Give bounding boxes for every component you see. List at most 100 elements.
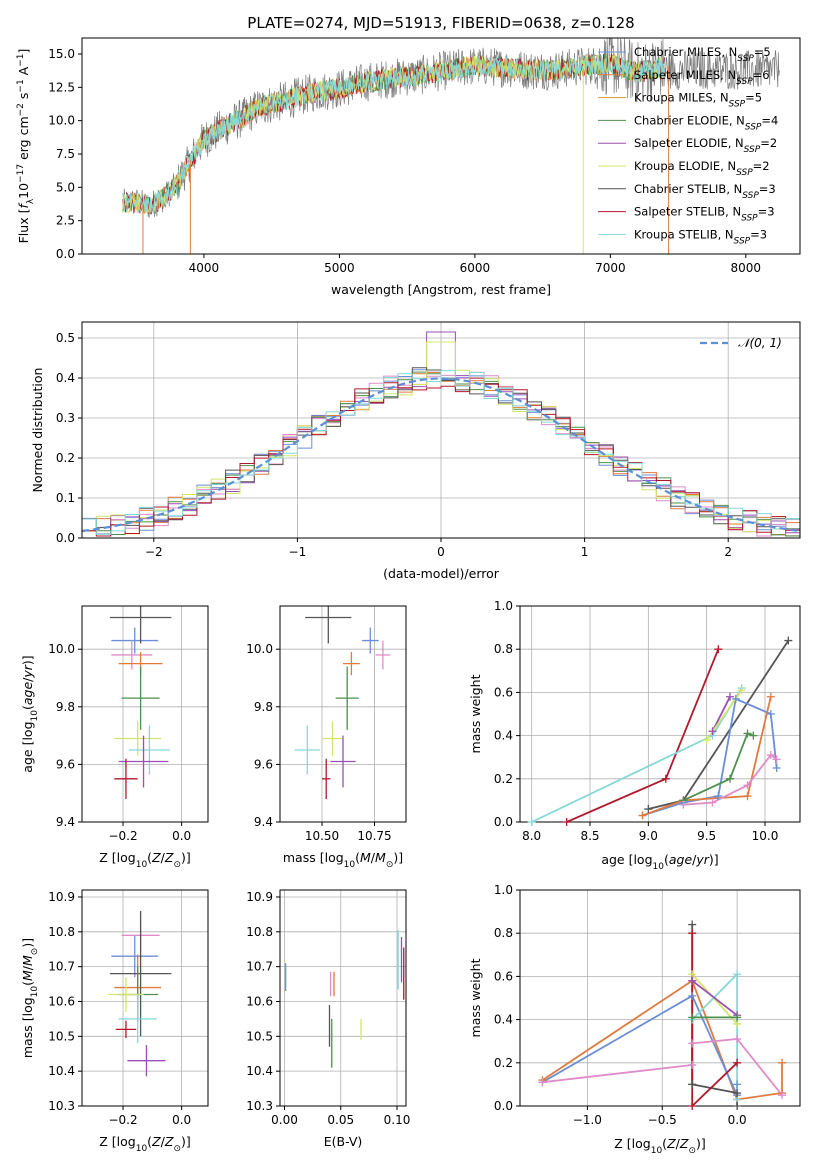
weight-marker: [772, 755, 781, 764]
weight-marker: [733, 1080, 742, 1089]
y-tick-label: 12.5: [48, 80, 75, 94]
y-tick-label: 9.8: [254, 700, 273, 714]
weight-marker: [743, 792, 752, 801]
y-axis-label: Flux [fλ10−17 erg cm−2 s−1 A−1]: [16, 49, 36, 244]
x-tick-label: −2: [145, 545, 163, 559]
x-tick-label: 10.0: [752, 829, 779, 843]
x-tick-label: 0.05: [327, 1113, 354, 1127]
x-axis-label: Z [log10(Z/Z⊙)]: [99, 1134, 191, 1154]
x-tick-label: 7000: [595, 261, 626, 275]
axes-residuals: −2 −1 0 1 2 0.0 0.1 0.2 0.3 0.4 0.5 (data-model)/er…: [30, 321, 801, 581]
y-axis-label: age [log10(age/yr)]: [20, 655, 40, 772]
weight-line: [691, 933, 738, 1106]
y-tick-label: 10.9: [246, 890, 273, 904]
axes-frame: [81, 37, 801, 255]
weight-marker: [733, 970, 742, 979]
y-tick-label: 0.0: [56, 247, 75, 261]
weight-marker: [726, 692, 734, 701]
weight-marker: [733, 1013, 742, 1022]
y-axis-label: mass [log10(M/M⊙)]: [20, 938, 40, 1058]
y-tick-label: 10.5: [48, 1029, 75, 1043]
y-tick-label: 10.6: [246, 994, 273, 1008]
y-tick-label: 0.4: [56, 371, 75, 385]
y-tick-label: 9.4: [56, 815, 75, 829]
weight-marker: [731, 694, 740, 703]
y-tick-label: 0.6: [494, 685, 513, 699]
y-tick-label: 10.0: [48, 642, 75, 656]
weight-marker: [743, 729, 752, 738]
weight-marker: [714, 792, 723, 801]
x-axis-label: Z [log10(Z/Z⊙)]: [614, 1136, 706, 1156]
x-tick-label: 9.0: [639, 829, 658, 843]
y-tick-label: 0.2: [56, 451, 75, 465]
x-axis-label: age [log10(age/yr)]: [601, 852, 718, 872]
y-tick-label: 0.4: [494, 729, 513, 743]
weight-line: [682, 732, 754, 802]
x-tick-label: 1: [581, 545, 589, 559]
weight-marker: [743, 781, 752, 790]
weight-marker: [702, 735, 711, 744]
x-tick-label: −0.5: [648, 1113, 677, 1127]
y-tick-label: 10.9: [48, 890, 75, 904]
weight-marker: [562, 818, 571, 826]
axes-frame: [519, 605, 801, 823]
axes-age_vs_Z: −0.2 0.0 9.4 9.6 9.8 10.0 Z [log10(Z/Z⊙)] age […: [20, 605, 209, 870]
model-spectrum: [122, 54, 665, 214]
y-axis-label: Normed distribution: [30, 368, 45, 493]
weight-marker: [772, 764, 781, 772]
residual-histogram: [82, 370, 800, 535]
y-tick-label: 2.5: [56, 214, 75, 228]
weight-marker: [688, 929, 697, 938]
axes-mass_vs_ebv: 0.00 0.05 0.10 10.3 10.4 10.5 10.6 10.7 10.8 10.9…: [246, 889, 410, 1149]
weight-line: [642, 697, 778, 817]
weight-marker: [733, 1058, 742, 1067]
x-tick-label: 0: [437, 545, 445, 559]
plot-area-mass_vs_Z: [108, 910, 172, 1077]
y-tick-label: 10.4: [246, 1064, 273, 1078]
y-tick-label: 15.0: [48, 47, 75, 61]
y-tick-label: 10.6: [48, 994, 75, 1008]
weight-marker: [737, 686, 746, 695]
y-tick-label: 0.2: [494, 1056, 513, 1070]
legend-entry: Chabrier STELIB, NSSP=3: [634, 182, 776, 201]
weight-marker: [688, 1102, 697, 1110]
weight-marker: [679, 800, 688, 809]
legend-entry: Kroupa MILES, NSSP=5: [634, 91, 762, 110]
plot-area-weight_vs_age: [531, 640, 790, 822]
axes-mass_vs_Z: −0.2 0.0 10.3 10.4 10.5 10.6 10.7 10.8 10.9 Z [lo…: [20, 889, 209, 1154]
y-tick-label: 0.8: [494, 926, 513, 940]
weight-marker: [726, 774, 734, 783]
weight-marker: [538, 1078, 547, 1087]
y-tick-label: 10.0: [48, 114, 75, 128]
axes-spectrum: 4000 5000 6000 7000 8000 0.0 2.5 5.0 7.5 10.0 12.5…: [16, 37, 801, 297]
figure-title: PLATE=0274, MJD=51913, FIBERID=0638, z=0…: [247, 14, 634, 32]
weight-marker: [638, 811, 647, 820]
axes-weight_vs_Z: −1.0 −0.5 0.0 0.0 0.2 0.4 0.6 0.8 1.0 Z [log10(Z/…: [468, 883, 801, 1156]
y-tick-label: 9.8: [56, 700, 75, 714]
weight-line: [711, 696, 731, 732]
weight-marker: [688, 1060, 697, 1069]
y-axis-label: mass weight: [468, 958, 483, 1037]
weight-marker: [733, 1102, 742, 1110]
y-tick-label: 9.6: [56, 757, 75, 771]
x-tick-label: 8000: [731, 261, 762, 275]
y-tick-label: 0.0: [56, 531, 75, 545]
y-tick-label: 9.6: [254, 757, 273, 771]
weight-line: [691, 1016, 738, 1085]
axes-frame: [279, 889, 407, 1107]
x-tick-label: 0.0: [172, 1113, 191, 1127]
x-tick-label: 8.5: [580, 829, 599, 843]
y-tick-label: 0.5: [56, 331, 75, 345]
legend-entry: Salpeter MILES, NSSP=6: [634, 68, 770, 87]
weight-marker: [688, 1013, 697, 1022]
weight-marker: [708, 798, 717, 807]
legend-entry: Kroupa ELODIE, NSSP=2: [634, 159, 770, 178]
y-tick-label: 0.4: [494, 1013, 513, 1027]
weight-marker: [708, 727, 717, 736]
y-tick-label: 0.6: [494, 969, 513, 983]
y-tick-label: 0.2: [494, 772, 513, 786]
y-tick-label: 0.1: [56, 491, 75, 505]
weight-marker: [688, 1080, 697, 1089]
y-tick-label: 10.8: [246, 925, 273, 939]
